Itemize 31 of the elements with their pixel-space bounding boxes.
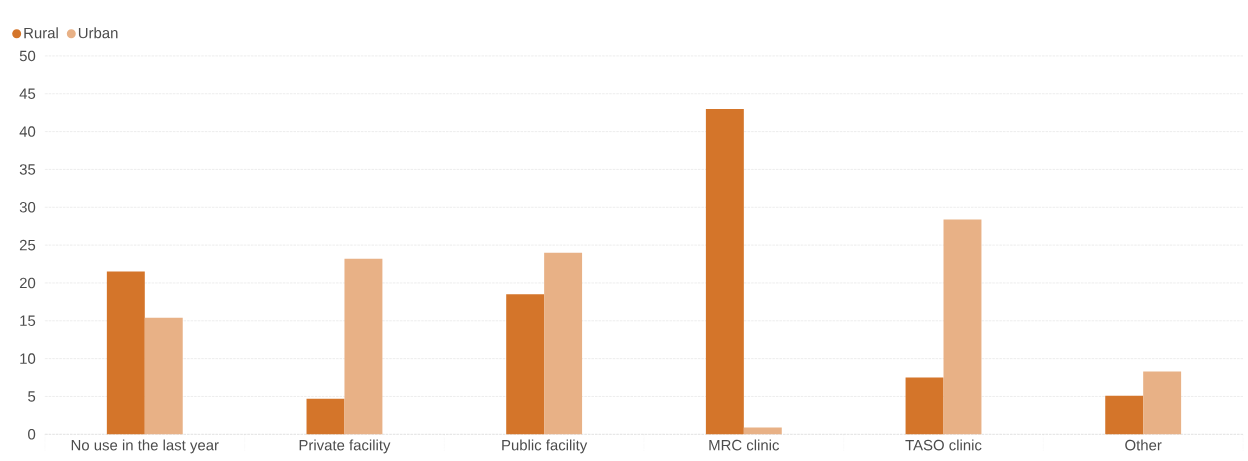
x-tick-label: Other bbox=[1125, 439, 1162, 451]
bar bbox=[943, 219, 982, 435]
y-tick-label: 45 bbox=[19, 88, 36, 99]
bar bbox=[106, 271, 145, 435]
legend-label: Urban bbox=[78, 27, 118, 39]
y-tick-label: 0 bbox=[28, 428, 36, 440]
bar bbox=[144, 317, 183, 435]
bar bbox=[1143, 371, 1182, 435]
legend-label: Rural bbox=[24, 27, 58, 39]
y-tick-label: 40 bbox=[19, 126, 36, 137]
x-tick-label: No use in the last year bbox=[71, 439, 219, 454]
bar bbox=[544, 252, 583, 435]
y-tick-label: 25 bbox=[19, 239, 36, 251]
x-tick-label: MRC clinic bbox=[709, 439, 780, 451]
y-tick-label: 35 bbox=[19, 164, 36, 175]
y-tick-label: 30 bbox=[19, 201, 36, 213]
y-tick-label: 10 bbox=[20, 353, 36, 364]
y-tick-label: 50 bbox=[19, 50, 36, 62]
bar bbox=[306, 398, 345, 435]
y-tick-label: 15 bbox=[20, 315, 36, 326]
bar bbox=[506, 294, 545, 435]
x-tick-label: Private facility bbox=[299, 439, 391, 454]
x-tick-label: Public facility bbox=[502, 439, 588, 454]
bar bbox=[344, 258, 383, 435]
y-tick-label: 5 bbox=[28, 391, 36, 402]
bar bbox=[705, 108, 744, 435]
x-tick-label: TASO clinic bbox=[905, 439, 982, 451]
bar bbox=[743, 427, 782, 435]
bar bbox=[1105, 395, 1144, 435]
y-tick-label: 20 bbox=[19, 277, 36, 289]
bar bbox=[905, 377, 944, 435]
